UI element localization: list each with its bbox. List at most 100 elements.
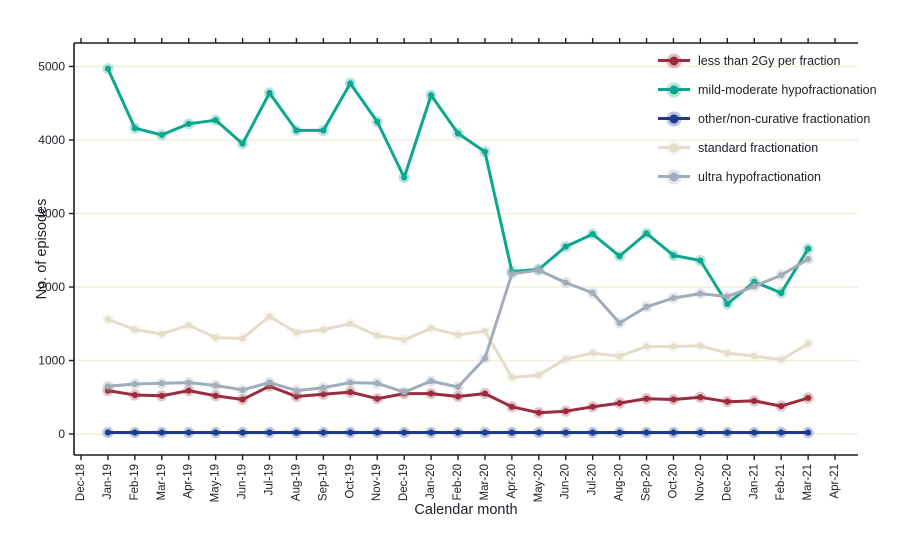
x-tick-label: Apr-20	[506, 464, 518, 499]
x-tick-label: Oct-20	[667, 464, 679, 499]
x-tick-label: Sep-20	[641, 464, 653, 501]
x-tick-label: Jan-21	[748, 464, 760, 499]
data-point	[697, 394, 704, 401]
data-point	[589, 403, 596, 410]
data-point	[481, 429, 489, 436]
legend-item-3: other/non-curative fractionation	[658, 104, 877, 133]
data-point	[454, 393, 462, 400]
data-point	[212, 117, 219, 124]
data-point	[293, 387, 300, 394]
data-point	[266, 379, 273, 386]
y-tick-label: 1000	[38, 354, 65, 368]
data-point	[401, 174, 408, 181]
legend-label: less than 2Gy per fraction	[698, 53, 841, 68]
data-point	[185, 387, 192, 394]
x-tick-label: Mar-19	[156, 464, 168, 500]
data-point	[347, 379, 354, 386]
data-point	[293, 127, 300, 134]
data-point	[185, 120, 192, 127]
x-axis-ticks	[80, 38, 836, 460]
x-tick-label: Jul-19	[264, 464, 276, 495]
data-point	[239, 335, 246, 342]
data-point	[508, 403, 515, 410]
legend-dot	[669, 172, 679, 181]
data-point	[374, 332, 381, 339]
data-point	[616, 253, 623, 260]
data-point	[805, 245, 812, 252]
data-point	[374, 395, 381, 402]
legend-dot	[669, 85, 679, 94]
legend-dot	[669, 114, 679, 123]
data-point	[320, 429, 327, 436]
y-axis-title: No. of episodes	[34, 198, 50, 300]
legend-item-5: ultra hypofractionation	[658, 162, 877, 191]
data-point	[427, 325, 435, 332]
data-point	[347, 429, 354, 436]
x-tick-label: Mar-21	[802, 464, 814, 500]
data-point	[454, 429, 462, 436]
data-point	[724, 300, 731, 308]
data-point	[751, 429, 758, 436]
x-tick-label: May-19	[210, 464, 222, 502]
x-axis-title: Calendar month	[414, 502, 518, 518]
legend-label: standard fractionation	[698, 140, 819, 155]
data-point	[374, 429, 381, 436]
data-point	[158, 131, 165, 138]
data-point	[347, 80, 354, 87]
data-point	[481, 355, 489, 362]
legend-line-marker	[658, 53, 690, 68]
x-tick-label: May-20	[533, 464, 545, 502]
x-tick-label: Dec-18	[75, 464, 87, 501]
data-point	[320, 391, 327, 398]
x-tick-label: Nov-20	[694, 464, 706, 501]
data-point	[239, 429, 246, 436]
data-point	[131, 380, 138, 388]
legend-label: ultra hypofractionation	[698, 169, 821, 184]
chart-legend: less than 2Gy per fraction mild-moderate …	[658, 46, 877, 191]
data-point	[643, 343, 650, 350]
x-tick-label: Sep-19	[317, 464, 329, 501]
series-standard-fractionation	[102, 310, 814, 384]
data-point	[724, 293, 731, 300]
data-point	[239, 396, 246, 403]
data-point	[670, 294, 677, 302]
data-point	[562, 408, 569, 415]
data-point	[427, 390, 435, 397]
data-point	[778, 356, 785, 363]
legend-line-marker	[658, 140, 690, 155]
data-point	[535, 429, 542, 436]
data-point	[724, 350, 731, 357]
data-point	[454, 331, 462, 338]
data-point	[212, 392, 219, 399]
data-point	[454, 130, 462, 137]
data-point	[589, 429, 596, 436]
data-point	[374, 380, 381, 387]
data-point	[131, 391, 138, 399]
data-point	[535, 372, 542, 379]
x-tick-label: Nov-19	[371, 464, 383, 501]
data-point	[266, 429, 273, 436]
x-tick-label: Feb-20	[452, 464, 464, 500]
x-tick-label: Feb-19	[129, 464, 141, 500]
data-point	[104, 383, 112, 390]
x-tick-label: Mar-20	[479, 464, 491, 500]
data-point	[239, 386, 246, 393]
data-point	[778, 272, 785, 279]
data-point	[616, 319, 623, 327]
data-point	[670, 252, 677, 259]
x-axis-labels: Dec-18 Jan-19 Feb-19 Mar-19 Apr-19 May-19 Jun-…	[75, 464, 841, 502]
data-point	[320, 326, 327, 333]
data-point	[212, 382, 219, 389]
data-point	[212, 334, 219, 341]
data-point	[724, 429, 731, 436]
data-point	[158, 429, 165, 436]
data-point	[562, 243, 569, 250]
data-point	[805, 340, 812, 347]
data-point	[535, 409, 542, 416]
legend-line-marker	[658, 111, 690, 126]
data-point	[293, 329, 300, 336]
data-point	[131, 429, 138, 436]
legend-line-marker	[658, 82, 690, 97]
